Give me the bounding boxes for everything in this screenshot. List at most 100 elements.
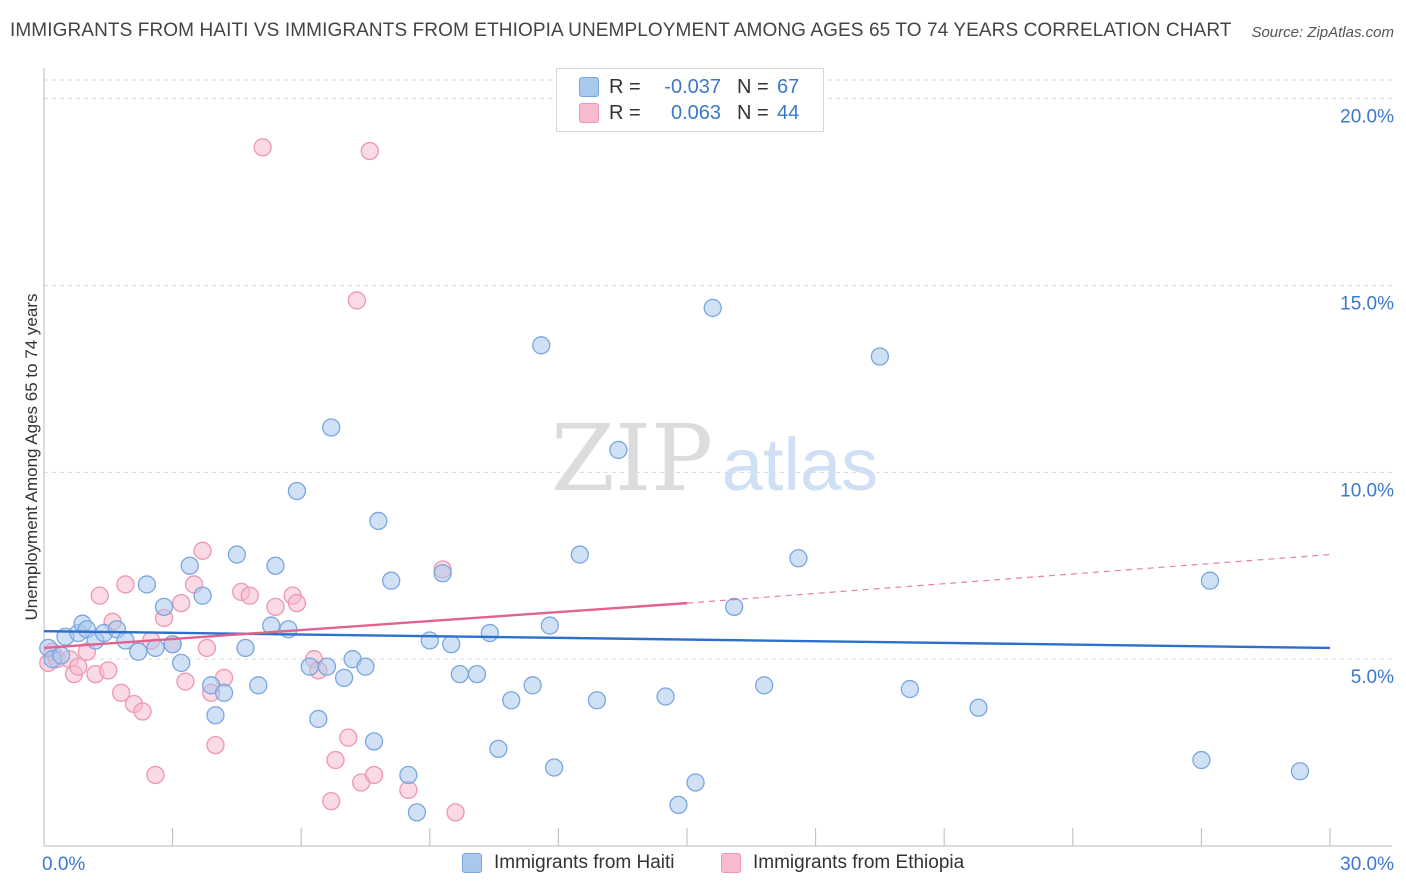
ethiopia-point — [240, 586, 259, 605]
haiti-point — [725, 597, 744, 617]
x-tick-label: 0.0% — [42, 854, 85, 875]
haiti-point — [309, 709, 328, 729]
series-legend: Immigrants from Haiti Immigrants from Et… — [0, 852, 1406, 876]
haiti-point — [870, 347, 890, 366]
haiti-point — [154, 597, 174, 617]
ethiopia-point — [112, 683, 131, 702]
source-label: Source: ZipAtlas.com — [1251, 24, 1394, 41]
watermark-zip: ZIP — [551, 405, 713, 512]
axis-layer — [43, 68, 1392, 847]
haiti-point — [900, 679, 920, 699]
legend-r-value-ethiopia: 0.063 — [665, 101, 721, 124]
legend-item-haiti[interactable]: Immigrants from Haiti — [462, 852, 675, 874]
haiti-point — [137, 575, 157, 594]
legend-label-haiti: Immigrants from Haiti — [494, 852, 675, 873]
haiti-point — [789, 549, 808, 568]
ethiopia-point — [347, 291, 367, 310]
haiti-point — [544, 758, 564, 777]
haiti-point — [609, 440, 628, 460]
ethiopia-point — [116, 575, 135, 594]
haiti-point — [399, 765, 418, 785]
series-haiti-points — [39, 298, 1310, 822]
ethiopia-point — [322, 792, 341, 811]
legend-n-label: N = — [737, 101, 769, 124]
haiti-point — [669, 795, 688, 815]
haiti-point — [523, 676, 542, 695]
haiti-point — [180, 556, 199, 575]
trend-lines — [43, 553, 1331, 650]
haiti-point — [172, 653, 191, 673]
haiti-point — [450, 664, 469, 684]
tick-labels: 5.0% 10.0% 15.0% 20.0% 0.0% 30.0% — [42, 107, 1394, 875]
legend-r-value-haiti: -0.037 — [664, 75, 721, 98]
watermark: ZIP atlas — [551, 405, 878, 512]
correlation-legend: R = -0.037 N = 67 R = 0.063 N = 44 — [556, 68, 824, 132]
haiti-point — [480, 623, 499, 643]
ethiopia-point — [326, 750, 345, 770]
legend-row-haiti: R = -0.037 N = 67 — [579, 75, 799, 99]
haiti-point — [467, 664, 487, 684]
legend-r-label: R = — [609, 101, 641, 124]
haiti-point — [287, 481, 307, 501]
trend-line-ethiopia — [43, 601, 688, 650]
haiti-point — [322, 418, 341, 437]
ethiopia-point — [266, 597, 285, 617]
haiti-point — [540, 616, 559, 635]
y-tick-label: 5.0% — [1351, 667, 1394, 688]
haiti-point — [51, 646, 71, 665]
haiti-point — [755, 676, 774, 695]
haiti-point — [442, 635, 461, 654]
ethiopia-point — [133, 702, 152, 721]
x-tick-label: 30.0% — [1340, 854, 1394, 875]
ethiopia-point — [206, 735, 225, 755]
y-axis-label: Unemployment Among Ages 65 to 74 years — [22, 294, 41, 621]
y-tick-label: 20.0% — [1340, 107, 1394, 128]
haiti-point — [227, 545, 247, 564]
ethiopia-point — [90, 586, 109, 605]
haiti-point — [570, 545, 589, 564]
haiti-point — [214, 683, 234, 702]
legend-r-label: R = — [609, 75, 641, 98]
haiti-point — [407, 803, 427, 822]
haiti-point — [1290, 762, 1310, 781]
ethiopia-point — [172, 593, 191, 613]
haiti-point — [317, 657, 337, 676]
haiti-point — [266, 556, 285, 575]
series-ethiopia-points — [39, 138, 465, 822]
haiti-point — [129, 642, 148, 661]
haiti-point — [969, 698, 988, 717]
ethiopia-point — [176, 672, 195, 691]
y-tick-label: 10.0% — [1340, 480, 1394, 501]
ethiopia-point — [446, 803, 465, 822]
haiti-point — [656, 687, 675, 706]
haiti-point — [334, 668, 354, 688]
haiti-point — [420, 631, 439, 650]
grid-layer — [44, 79, 1392, 660]
ethiopia-point — [287, 593, 307, 613]
legend-item-ethiopia[interactable]: Immigrants from Ethiopia — [721, 852, 964, 874]
haiti-point — [369, 511, 388, 531]
legend-swatch-haiti — [579, 77, 599, 97]
haiti-point — [382, 571, 401, 590]
trend-line-ethiopia-extension — [686, 553, 1331, 604]
haiti-point — [236, 638, 255, 658]
ethiopia-point — [69, 657, 88, 676]
legend-swatch-ethiopia — [579, 103, 599, 123]
legend-n-label: N = — [737, 75, 769, 98]
chart-title: IMMIGRANTS FROM HAITI VS IMMIGRANTS FROM… — [10, 20, 1232, 41]
legend-n-value-ethiopia: 44 — [777, 101, 800, 124]
ethiopia-point — [146, 765, 165, 785]
haiti-point — [587, 691, 607, 710]
haiti-point — [433, 564, 452, 583]
haiti-point — [1192, 750, 1211, 770]
haiti-point — [532, 336, 551, 355]
ethiopia-point — [360, 141, 379, 161]
ethiopia-point — [99, 661, 118, 680]
ethiopia-point — [364, 765, 384, 785]
haiti-point — [300, 657, 319, 676]
ethiopia-point — [193, 541, 212, 560]
ethiopia-point — [253, 138, 272, 157]
haiti-point — [1200, 571, 1220, 590]
y-tick-label: 15.0% — [1340, 294, 1394, 315]
haiti-point — [703, 298, 722, 318]
